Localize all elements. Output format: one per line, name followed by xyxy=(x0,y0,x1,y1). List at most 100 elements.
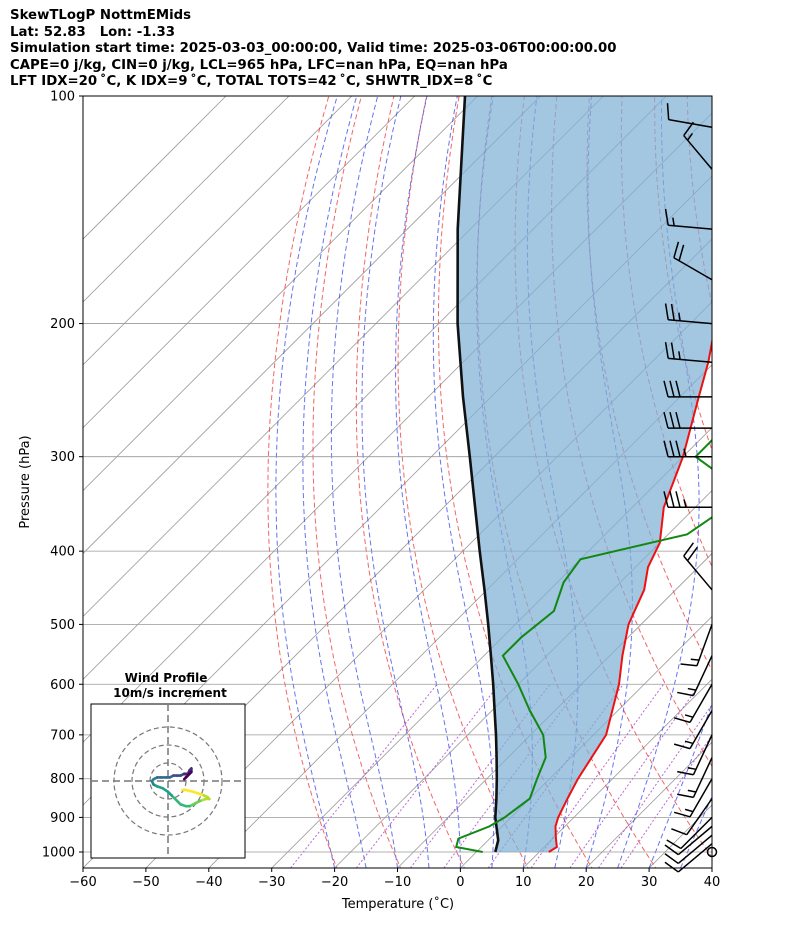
wind-barb xyxy=(666,103,713,129)
mixing-ratio-line xyxy=(290,683,438,868)
barb-flag xyxy=(666,839,682,850)
wind-barb xyxy=(673,710,713,750)
mixing-ratio-line xyxy=(355,683,500,868)
isotherm xyxy=(83,96,541,555)
barb-flag xyxy=(680,663,698,667)
isotherm xyxy=(775,96,794,868)
y-tick-label: 300 xyxy=(50,450,75,465)
barb-staff xyxy=(677,834,713,864)
title-latlon: Lat: 52.83 Lon: -1.33 xyxy=(10,24,176,40)
barb-staff xyxy=(689,710,713,750)
barb-flag xyxy=(673,811,691,818)
y-tick-label: 200 xyxy=(50,317,75,332)
barb-flag xyxy=(664,844,679,856)
axis-ticks: −60 −50 −40 −30 −20 −10 0 10 20 30 40 100 200 300 400 5… xyxy=(42,90,720,891)
x-tick-label: −30 xyxy=(258,875,285,890)
wind-barb xyxy=(664,834,713,865)
isotherm xyxy=(711,867,712,868)
cape-shading xyxy=(457,96,712,852)
title-station: SkewTLogP NottmEMids xyxy=(10,8,192,23)
barb-half-flag xyxy=(687,767,697,771)
y-tick-label: 700 xyxy=(50,728,75,743)
barb-staff xyxy=(677,825,713,856)
y-tick-label: 500 xyxy=(50,618,75,633)
wind-barb xyxy=(666,816,713,850)
x-tick-label: −50 xyxy=(132,875,159,890)
wind-barb xyxy=(664,825,713,856)
cin-shading-area xyxy=(457,96,712,852)
moist-adiabat xyxy=(680,795,712,868)
mixing-ratio-line xyxy=(620,734,712,868)
y-axis-label: Pressure (hPa) xyxy=(18,435,33,528)
barb-staff xyxy=(689,778,713,818)
y-tick-label: 400 xyxy=(50,545,75,560)
temperature-line xyxy=(548,336,712,853)
y-tick-label: 800 xyxy=(50,772,75,787)
x-axis-label: Temperature (˚C) xyxy=(341,896,454,912)
moist-adiabat xyxy=(361,96,430,868)
barb-flag xyxy=(675,411,681,429)
barb-flag xyxy=(664,303,669,320)
barb-half-flag xyxy=(687,687,697,691)
barb-half-flag xyxy=(678,351,681,360)
barb-staff xyxy=(668,224,713,230)
x-tick-label: 10 xyxy=(515,875,532,890)
wind-barb xyxy=(677,757,713,799)
barb-flag xyxy=(671,828,688,836)
wind-barb xyxy=(663,440,712,458)
moist-adiabat xyxy=(275,96,338,868)
barb-staff xyxy=(689,683,713,723)
y-tick-label: 1000 xyxy=(42,845,75,860)
barb-staff xyxy=(680,816,713,850)
wind-barb xyxy=(680,624,713,667)
barb-flag xyxy=(663,380,669,398)
x-tick-label: 40 xyxy=(704,875,721,890)
x-tick-label: −60 xyxy=(69,875,96,890)
barb-flag xyxy=(664,208,669,226)
wind-barbs xyxy=(663,103,718,873)
barb-staff xyxy=(668,118,713,129)
hodograph-title: Wind Profile xyxy=(125,671,208,685)
moist-adiabat xyxy=(302,96,367,868)
moist-adiabat xyxy=(432,96,495,868)
barb-staff xyxy=(677,843,713,873)
hodograph-inset: Wind Profile 10m/s increment xyxy=(90,671,246,859)
mixing-ratio-line xyxy=(597,703,712,868)
barb-staff xyxy=(683,135,713,170)
wind-barb xyxy=(683,542,713,591)
barb-flag xyxy=(677,793,694,799)
barb-flag xyxy=(683,542,695,557)
barb-half-flag xyxy=(690,658,700,661)
barb-flag xyxy=(670,303,675,321)
barb-flag xyxy=(663,491,669,508)
isotherm xyxy=(83,96,290,303)
y-tick-label: 600 xyxy=(50,678,75,693)
barb-flag xyxy=(663,411,669,429)
barb-flag xyxy=(666,103,670,120)
hodograph-subtitle: 10m/s increment xyxy=(113,686,227,700)
barb-flag xyxy=(677,691,694,697)
wind-barb xyxy=(664,342,713,363)
barb-flag xyxy=(670,342,675,360)
wind-barb xyxy=(671,798,713,836)
barb-flag xyxy=(664,861,679,873)
mixing-ratio-line xyxy=(569,684,701,868)
wind-barb xyxy=(673,778,713,818)
barb-flag xyxy=(675,491,681,508)
dry-adiabat xyxy=(720,96,794,871)
title-indices-1: CAPE=0 j/kg, CIN=0 j/kg, LCL=965 hPa, LF… xyxy=(10,57,508,73)
barb-flag xyxy=(669,411,675,429)
wind-barb xyxy=(664,208,713,230)
x-tick-label: 0 xyxy=(456,875,464,890)
isotherm xyxy=(523,678,712,868)
dry-adiabat xyxy=(654,96,712,452)
barb-staff xyxy=(692,734,713,776)
barb-half-flag xyxy=(678,312,681,321)
barb-flag xyxy=(669,440,675,457)
barb-staff xyxy=(692,655,713,696)
dry-adiabat xyxy=(355,96,465,868)
isotherm xyxy=(83,96,415,429)
barb-staff xyxy=(668,357,713,363)
wind-barb xyxy=(663,411,712,429)
barb-half-flag xyxy=(686,133,694,141)
